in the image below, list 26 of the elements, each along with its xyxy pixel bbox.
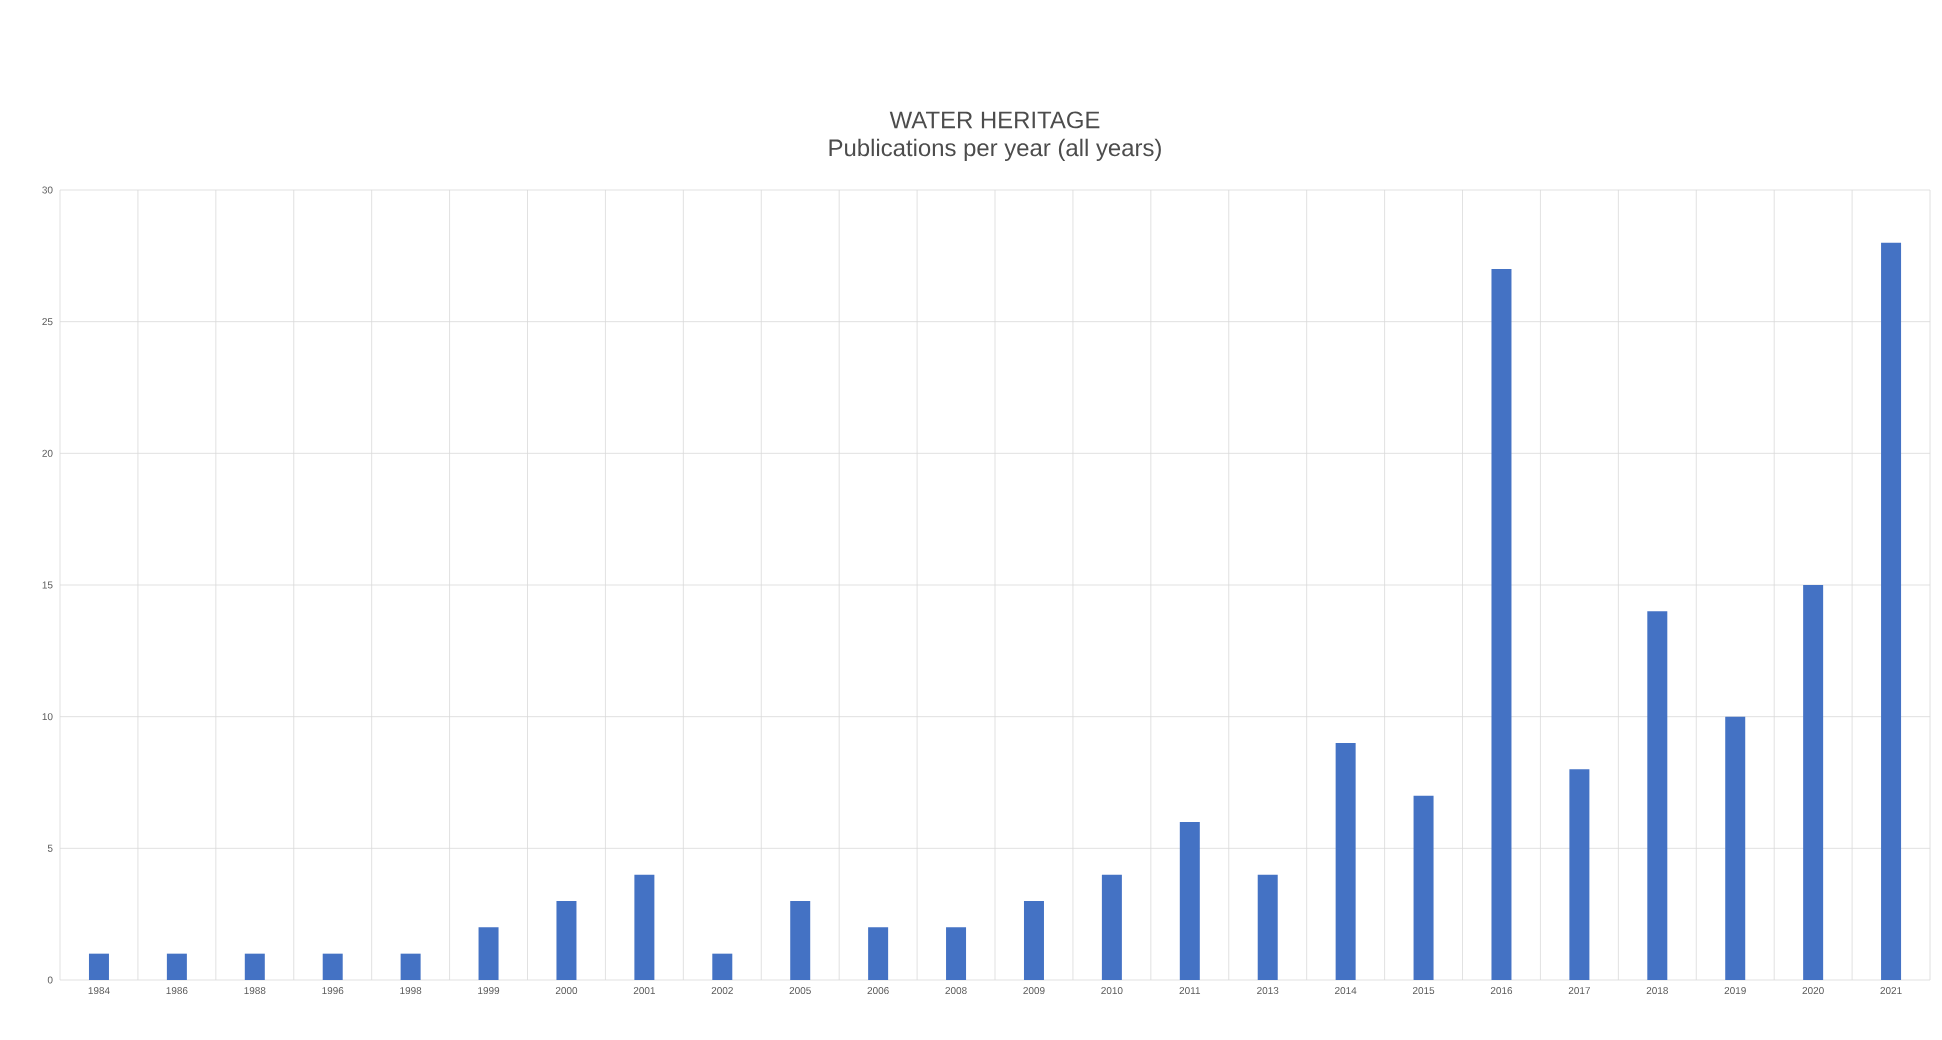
chart-subtitle: Publications per year (all years) (829, 138, 1161, 162)
bar (634, 874, 655, 980)
bar (478, 927, 499, 980)
bar (712, 953, 733, 980)
bar (1881, 242, 1902, 980)
bar (1179, 822, 1200, 980)
bar (244, 953, 265, 980)
bar (1413, 795, 1434, 980)
bar (322, 953, 343, 980)
bar (1023, 901, 1044, 980)
bar (166, 953, 187, 980)
bar (790, 901, 811, 980)
bar (868, 927, 889, 980)
bar (1569, 769, 1590, 980)
bar (946, 927, 967, 980)
bar (1803, 585, 1824, 980)
bar (1491, 269, 1512, 980)
bar (1725, 716, 1746, 980)
bar (1647, 611, 1668, 980)
bar (400, 953, 421, 980)
bar (1335, 743, 1356, 980)
bar (556, 901, 577, 980)
chart-title: WATER HERITAGE (889, 111, 1100, 129)
bar (1257, 874, 1278, 980)
bar (1101, 874, 1122, 980)
bar (88, 953, 109, 980)
